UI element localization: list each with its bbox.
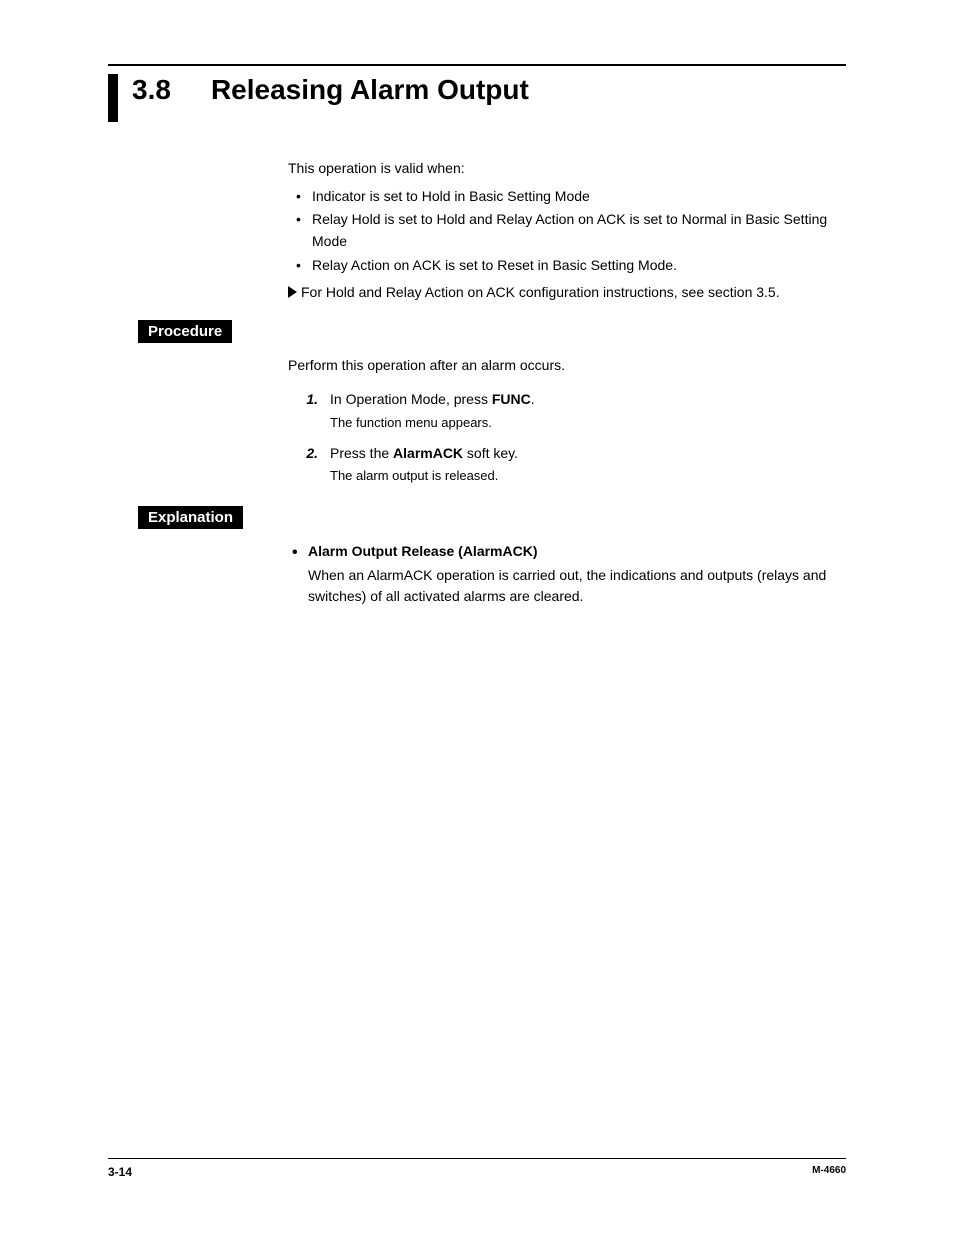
section-number: 3.8: [132, 74, 171, 106]
step-text-pre: In Operation Mode, press: [330, 391, 492, 407]
step-text-post: soft key.: [463, 445, 518, 461]
page-number: 3-14: [108, 1165, 132, 1179]
step-body: Press the AlarmACK soft key. The alarm o…: [330, 443, 846, 487]
section-heading: 3.8 Releasing Alarm Output: [108, 64, 846, 122]
procedure-intro: Perform this operation after an alarm oc…: [288, 355, 846, 377]
pointer-icon: [288, 286, 297, 298]
step-sub-text: The alarm output is released.: [330, 466, 846, 486]
reference-text: For Hold and Relay Action on ACK configu…: [301, 282, 780, 304]
step-body: In Operation Mode, press FUNC. The funct…: [330, 389, 846, 433]
step-main-text: In Operation Mode, press FUNC.: [330, 389, 846, 411]
page-footer: 3-14 M-4660: [108, 1158, 846, 1179]
step-item: 1. In Operation Mode, press FUNC. The fu…: [288, 389, 846, 433]
procedure-label: Procedure: [138, 320, 232, 343]
explanation-list: Alarm Output Release (AlarmACK) When an …: [288, 541, 846, 607]
step-item: 2. Press the AlarmACK soft key. The alar…: [288, 443, 846, 487]
list-item: Relay Hold is set to Hold and Relay Acti…: [288, 209, 846, 252]
step-text-post: .: [531, 391, 535, 407]
intro-bullet-list: Indicator is set to Hold in Basic Settin…: [288, 186, 846, 277]
procedure-block: Perform this operation after an alarm oc…: [288, 355, 846, 486]
step-text-bold: FUNC: [492, 391, 531, 407]
explanation-item-title: Alarm Output Release (AlarmACK): [308, 541, 846, 563]
explanation-item-body: When an AlarmACK operation is carried ou…: [308, 565, 846, 607]
step-sub-text: The function menu appears.: [330, 413, 846, 433]
step-list: 1. In Operation Mode, press FUNC. The fu…: [288, 389, 846, 487]
explanation-block: Alarm Output Release (AlarmACK) When an …: [288, 541, 846, 607]
step-number: 1.: [302, 389, 330, 411]
step-main-text: Press the AlarmACK soft key.: [330, 443, 846, 465]
reference-line: For Hold and Relay Action on ACK configu…: [288, 282, 846, 304]
intro-lead: This operation is valid when:: [288, 158, 846, 180]
heading-bar-icon: [108, 74, 118, 122]
list-item: Indicator is set to Hold in Basic Settin…: [288, 186, 846, 208]
document-id: M-4660: [812, 1165, 846, 1179]
step-text-bold: AlarmACK: [393, 445, 463, 461]
step-number: 2.: [302, 443, 330, 465]
step-text-pre: Press the: [330, 445, 393, 461]
intro-block: This operation is valid when: Indicator …: [288, 158, 846, 304]
section-title: Releasing Alarm Output: [211, 74, 529, 106]
explanation-label: Explanation: [138, 506, 243, 529]
explanation-item: Alarm Output Release (AlarmACK) When an …: [288, 541, 846, 607]
list-item: Relay Action on ACK is set to Reset in B…: [288, 255, 846, 277]
